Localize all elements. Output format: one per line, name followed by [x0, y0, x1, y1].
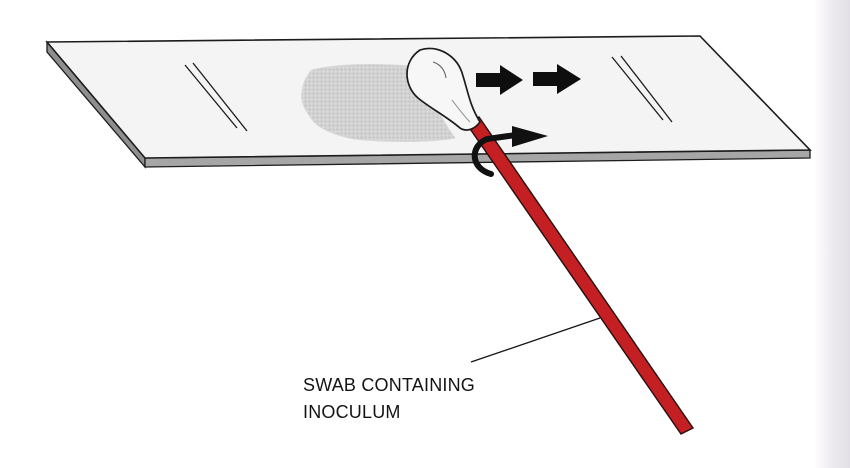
swab-stick: [464, 116, 695, 435]
swab: [406, 47, 695, 435]
swab-cotton-tip: [406, 47, 482, 131]
swab-tip-highlight: [432, 61, 447, 79]
slide-mark-right-1: [611, 56, 664, 121]
swab-tip-shadow: [451, 99, 471, 123]
rotation-arrow-icon: [471, 126, 548, 177]
caption-line-1: SWAB CONTAINING: [303, 375, 476, 395]
label-leader-line: [470, 317, 601, 363]
slide-mark-left-2: [192, 62, 248, 132]
slide-mark-left-1: [184, 64, 238, 129]
direction-arrow-icon-1: [476, 65, 523, 95]
direction-arrow-icon-2: [533, 64, 581, 94]
scan-edge-shadow: [814, 0, 850, 468]
caption-line-2: INOCULUM: [303, 402, 401, 422]
slide-mark-right-2: [620, 55, 673, 123]
